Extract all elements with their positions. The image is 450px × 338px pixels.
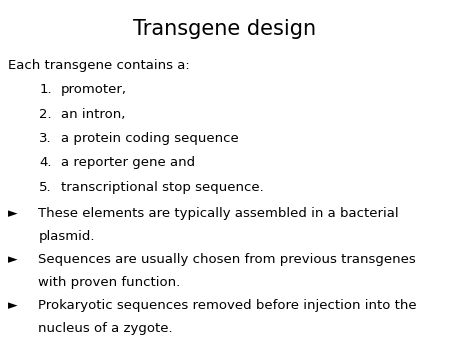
Text: promoter,: promoter, xyxy=(61,83,127,96)
Text: nucleus of a zygote.: nucleus of a zygote. xyxy=(38,322,173,335)
Text: plasmid.: plasmid. xyxy=(38,230,95,243)
Text: 3.: 3. xyxy=(39,132,52,145)
Text: ►: ► xyxy=(8,299,18,312)
Text: Transgene design: Transgene design xyxy=(134,19,316,39)
Text: 2.: 2. xyxy=(39,108,52,121)
Text: 5.: 5. xyxy=(39,181,52,194)
Text: ►: ► xyxy=(8,207,18,220)
Text: transcriptional stop sequence.: transcriptional stop sequence. xyxy=(61,181,264,194)
Text: 4.: 4. xyxy=(39,156,52,169)
Text: ►: ► xyxy=(8,253,18,266)
Text: Sequences are usually chosen from previous transgenes: Sequences are usually chosen from previo… xyxy=(38,253,416,266)
Text: These elements are typically assembled in a bacterial: These elements are typically assembled i… xyxy=(38,207,399,220)
Text: 1.: 1. xyxy=(39,83,52,96)
Text: Prokaryotic sequences removed before injection into the: Prokaryotic sequences removed before inj… xyxy=(38,299,417,312)
Text: a protein coding sequence: a protein coding sequence xyxy=(61,132,238,145)
Text: Each transgene contains a:: Each transgene contains a: xyxy=(8,59,190,72)
Text: with proven function.: with proven function. xyxy=(38,276,180,289)
Text: an intron,: an intron, xyxy=(61,108,125,121)
Text: a reporter gene and: a reporter gene and xyxy=(61,156,195,169)
